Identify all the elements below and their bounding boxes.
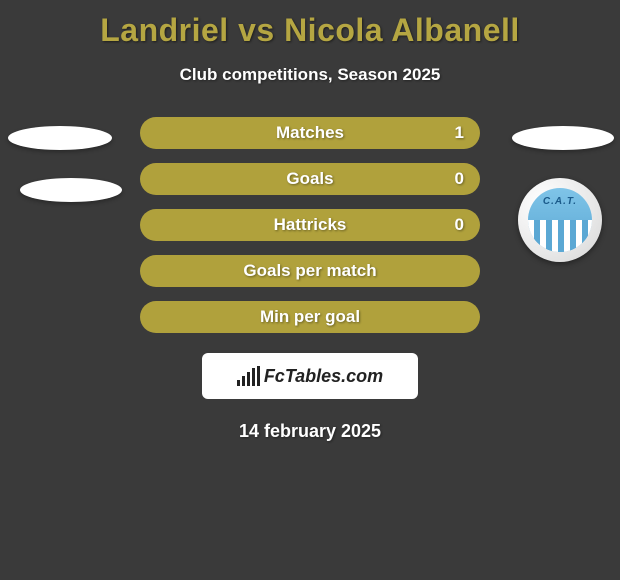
stat-value-right: 0 [455,169,464,189]
club-badge-outer: C.A.T. [518,178,602,262]
stat-label: Hattricks [274,215,347,235]
stat-value-right: 0 [455,215,464,235]
stat-row-goals: Goals 0 [140,163,480,195]
decor-ellipse-top-left [8,126,112,150]
chart-icon [237,366,260,386]
stat-label: Goals per match [243,261,376,281]
stat-label: Goals [286,169,333,189]
stat-row-goals-per-match: Goals per match [140,255,480,287]
stat-label: Min per goal [260,307,360,327]
club-badge-text: C.A.T. [543,196,577,207]
decor-ellipse-top-right [512,126,614,150]
stat-row-hattricks: Hattricks 0 [140,209,480,241]
chart-bar [242,376,245,386]
chart-bar [237,380,240,386]
fctables-logo-text: FcTables.com [264,366,383,387]
chart-bar [257,366,260,386]
subtitle: Club competitions, Season 2025 [0,65,620,85]
club-badge-inner: C.A.T. [528,188,592,252]
fctables-logo[interactable]: FcTables.com [202,353,418,399]
stat-label: Matches [276,123,344,143]
chart-bar [252,368,255,386]
stat-value-right: 1 [455,123,464,143]
page-title: Landriel vs Nicola Albanell [0,0,620,49]
chart-bar [247,372,250,386]
club-badge: C.A.T. [518,178,602,262]
stat-row-min-per-goal: Min per goal [140,301,480,333]
club-badge-stripes [528,220,592,252]
decor-ellipse-mid-left [20,178,122,202]
date-text: 14 february 2025 [0,421,620,442]
stat-row-matches: Matches 1 [140,117,480,149]
